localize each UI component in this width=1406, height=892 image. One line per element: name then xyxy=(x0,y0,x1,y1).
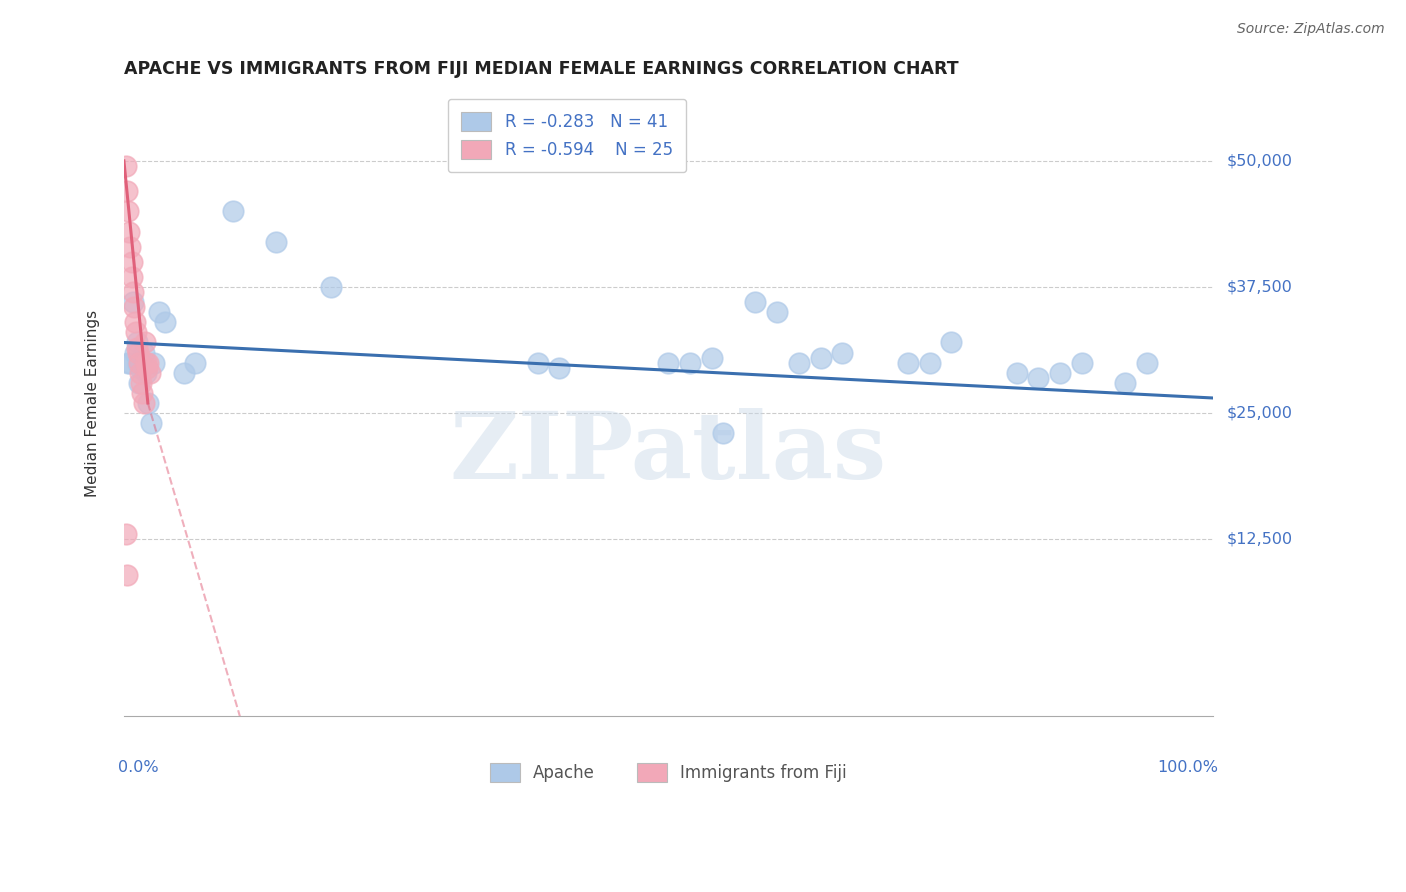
Point xyxy=(121,254,143,268)
Point xyxy=(1028,371,1050,385)
Point xyxy=(117,356,139,370)
Point xyxy=(744,295,766,310)
Point xyxy=(115,567,138,582)
Point xyxy=(148,305,170,319)
Point xyxy=(897,356,920,370)
Point xyxy=(129,366,152,380)
Point xyxy=(129,360,152,375)
Point xyxy=(134,335,156,350)
Y-axis label: Median Female Earnings: Median Female Earnings xyxy=(86,310,100,497)
Point xyxy=(941,335,963,350)
Text: $25,000: $25,000 xyxy=(1226,406,1292,421)
Point xyxy=(183,356,205,370)
Point xyxy=(115,159,138,173)
Point xyxy=(128,356,150,370)
Point xyxy=(143,356,166,370)
Point xyxy=(120,240,142,254)
Point xyxy=(121,295,143,310)
Point xyxy=(918,356,941,370)
Text: Source: ZipAtlas.com: Source: ZipAtlas.com xyxy=(1237,22,1385,37)
Point xyxy=(139,366,162,380)
Point xyxy=(131,356,153,370)
Text: 0.0%: 0.0% xyxy=(118,760,159,774)
Point xyxy=(1005,366,1028,380)
Text: $50,000: $50,000 xyxy=(1226,153,1292,169)
Point xyxy=(132,396,155,410)
Text: APACHE VS IMMIGRANTS FROM FIJI MEDIAN FEMALE EARNINGS CORRELATION CHART: APACHE VS IMMIGRANTS FROM FIJI MEDIAN FE… xyxy=(124,60,959,78)
Point xyxy=(118,225,141,239)
Point xyxy=(128,376,150,390)
Point xyxy=(139,416,162,430)
Point xyxy=(319,280,342,294)
Point xyxy=(831,345,853,359)
Point xyxy=(120,356,142,370)
Point xyxy=(155,315,177,329)
Point xyxy=(127,356,149,370)
Point xyxy=(135,366,157,380)
Point xyxy=(526,356,548,370)
Text: $37,500: $37,500 xyxy=(1226,279,1292,294)
Legend: Apache, Immigrants from Fiji: Apache, Immigrants from Fiji xyxy=(484,756,853,789)
Point xyxy=(124,345,146,359)
Point xyxy=(135,360,157,375)
Text: $12,500: $12,500 xyxy=(1226,532,1292,547)
Point xyxy=(131,376,153,390)
Point xyxy=(1071,356,1094,370)
Point xyxy=(115,184,138,198)
Point xyxy=(121,269,143,284)
Point xyxy=(117,204,139,219)
Point xyxy=(1136,356,1159,370)
Point xyxy=(787,356,810,370)
Point xyxy=(127,345,149,359)
Point xyxy=(1114,376,1136,390)
Point xyxy=(266,235,288,249)
Point xyxy=(657,356,679,370)
Point xyxy=(131,386,153,401)
Point xyxy=(121,285,143,299)
Point xyxy=(125,326,148,340)
Point xyxy=(136,396,159,410)
Point xyxy=(125,335,148,350)
Point xyxy=(125,341,148,355)
Point xyxy=(132,345,155,359)
Point xyxy=(135,356,157,370)
Point xyxy=(766,305,789,319)
Point xyxy=(124,315,146,329)
Point xyxy=(122,300,145,314)
Point xyxy=(1049,366,1071,380)
Point xyxy=(136,356,159,370)
Point xyxy=(810,351,832,365)
Point xyxy=(115,527,138,541)
Point xyxy=(679,356,702,370)
Text: ZIPatlas: ZIPatlas xyxy=(450,408,887,498)
Text: 100.0%: 100.0% xyxy=(1157,760,1218,774)
Point xyxy=(222,204,245,219)
Point xyxy=(548,360,571,375)
Point xyxy=(700,351,723,365)
Point xyxy=(173,366,195,380)
Point xyxy=(711,426,734,441)
